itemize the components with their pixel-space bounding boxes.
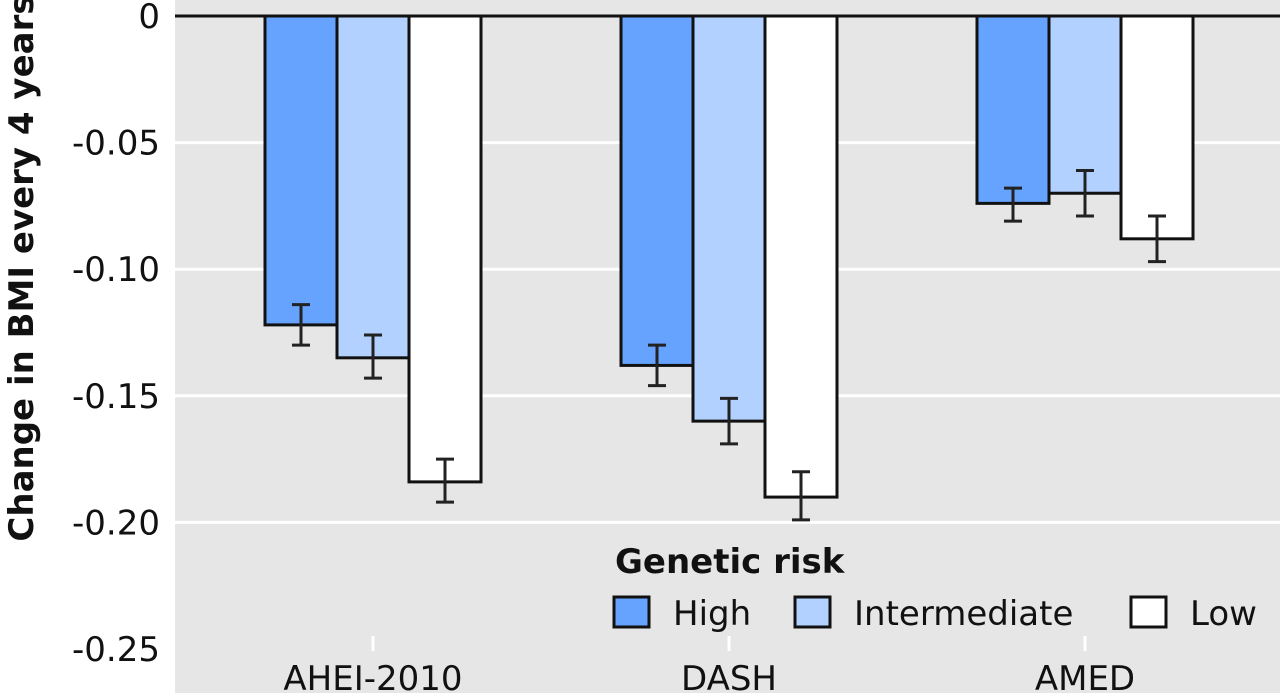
- bar: [763, 14, 839, 499]
- y-tick-label: -0.20: [72, 503, 160, 543]
- legend-swatch: [612, 595, 651, 629]
- y-axis-ticks: 0 -0.05 -0.10 -0.15 -0.20 -0.25: [72, 0, 160, 670]
- bar: [335, 14, 411, 360]
- bar: [975, 14, 1051, 205]
- bars: [263, 14, 1195, 499]
- y-tick-label: -0.15: [72, 377, 160, 417]
- x-axis-categories: AHEI-2010 DASH AMED: [283, 636, 1135, 693]
- y-tick-label: 0: [138, 0, 160, 37]
- bar: [1047, 14, 1123, 195]
- x-category-label: AMED: [1035, 659, 1135, 693]
- bar: [619, 14, 695, 367]
- legend-label: Intermediate: [854, 594, 1073, 634]
- bar: [691, 14, 767, 423]
- x-category-label: DASH: [681, 659, 777, 693]
- x-category-label: AHEI-2010: [283, 659, 462, 693]
- legend-title: Genetic risk: [615, 542, 846, 582]
- y-axis-title: Change in BMI every 4 years: [2, 0, 42, 542]
- legend-swatch: [793, 595, 832, 629]
- bar: [407, 14, 483, 484]
- legend-swatch: [1129, 595, 1168, 629]
- y-tick-label: -0.10: [72, 250, 160, 290]
- y-tick-label: -0.25: [72, 630, 160, 670]
- bar: [263, 14, 339, 327]
- legend: Genetic risk High Intermediate Low: [612, 542, 1257, 634]
- legend-label: High: [673, 594, 751, 634]
- error-bars: [292, 168, 1166, 522]
- legend-label: Low: [1190, 594, 1257, 634]
- y-tick-label: -0.05: [72, 124, 160, 164]
- bar: [1119, 14, 1195, 241]
